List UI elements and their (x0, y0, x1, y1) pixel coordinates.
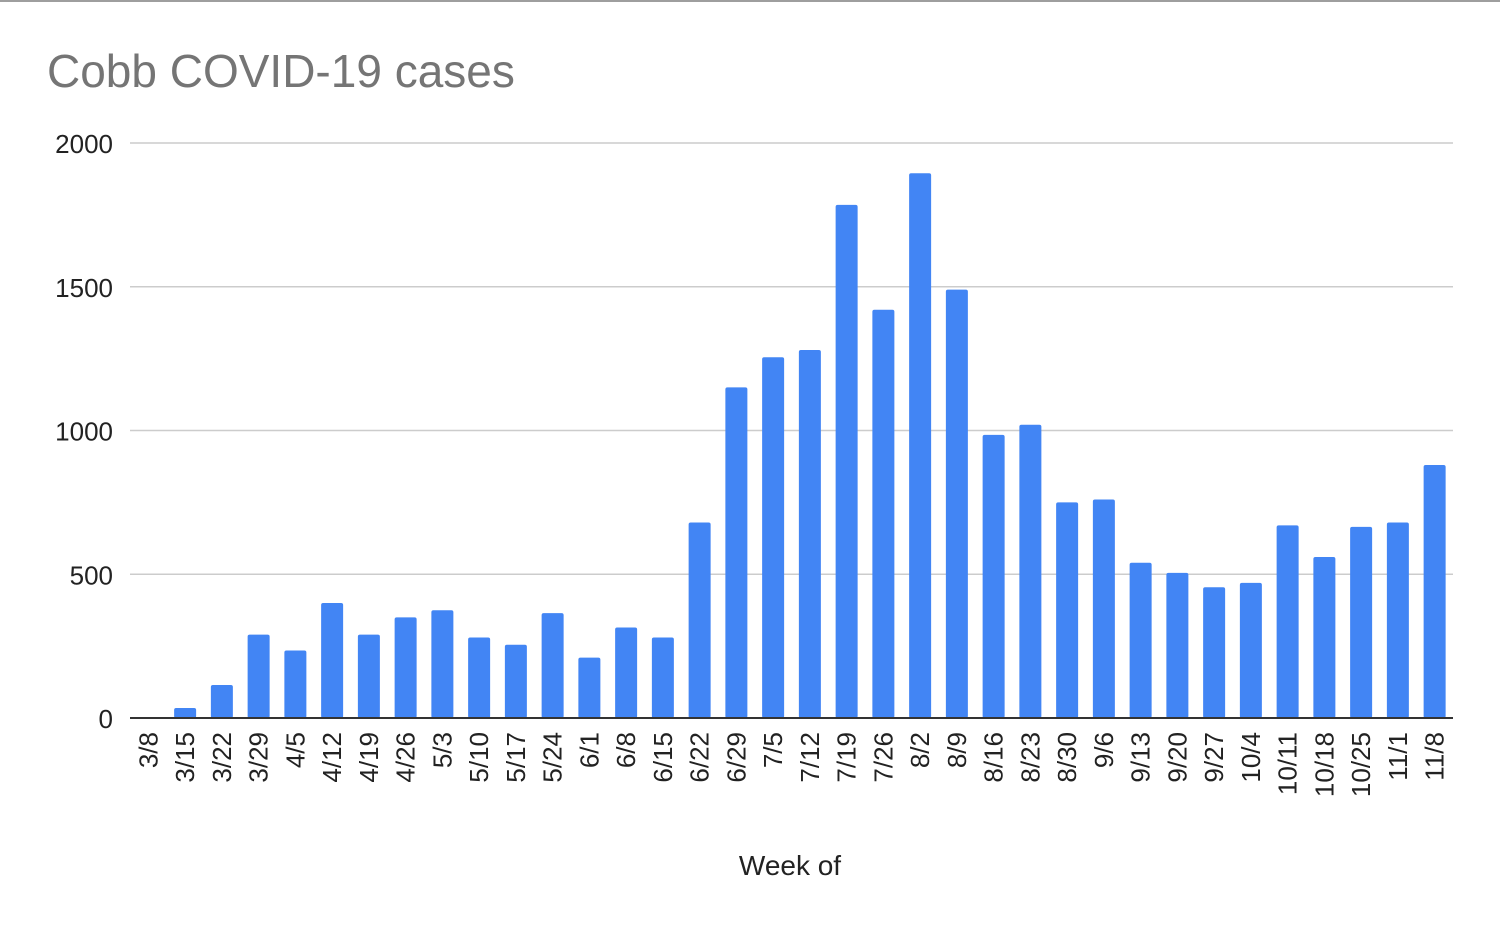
x-tick-label: 5/3 (427, 732, 457, 768)
x-tick-label: 6/15 (648, 732, 678, 783)
bar-8-30 (1056, 502, 1079, 718)
bar-9-27 (1203, 587, 1226, 718)
bar-6-15 (651, 637, 674, 718)
bar-4-26 (394, 617, 417, 718)
x-tick-label: 4/19 (354, 732, 384, 783)
x-tick-label: 6/8 (611, 732, 641, 768)
bar-4-19 (357, 634, 380, 718)
x-tick-label: 8/16 (979, 732, 1009, 783)
x-tick-label: 7/5 (758, 732, 788, 768)
bar-7-19 (835, 204, 858, 718)
bar-10-25 (1350, 526, 1373, 718)
chart-title: Cobb COVID-19 cases (47, 45, 515, 97)
x-axis-label: Week of (738, 850, 842, 881)
bar-9-6 (1092, 499, 1115, 718)
y-tick-label: 500 (70, 560, 113, 590)
bar-7-5 (762, 357, 785, 718)
bar-3-29 (247, 634, 270, 718)
x-tick-label: 10/25 (1346, 732, 1376, 797)
x-tick-label: 4/5 (280, 732, 310, 768)
bar-11-8 (1423, 465, 1446, 718)
x-tick-label: 6/1 (574, 732, 604, 768)
bar-9-13 (1129, 562, 1152, 718)
bar-5-3 (431, 610, 454, 718)
y-tick-label: 1500 (55, 273, 113, 303)
bar-6-8 (615, 627, 638, 718)
x-tick-label: 9/27 (1199, 732, 1229, 783)
bar-5-17 (504, 644, 527, 718)
x-tick-label: 4/26 (391, 732, 421, 783)
bar-10-18 (1313, 557, 1336, 718)
x-tick-label: 11/8 (1420, 732, 1450, 781)
x-tick-label: 5/10 (464, 732, 494, 783)
x-tick-label: 7/26 (868, 732, 898, 783)
bar-10-4 (1239, 582, 1262, 718)
x-tick-label: 11/1 (1383, 732, 1413, 781)
x-tick-label: 5/17 (501, 732, 531, 783)
bar-4-5 (284, 650, 307, 718)
bar-7-12 (798, 350, 821, 718)
bar-7-26 (872, 309, 895, 718)
x-tick-label: 9/13 (1126, 732, 1156, 783)
x-tick-label: 4/12 (317, 732, 347, 783)
y-tick-label: 1000 (55, 417, 113, 447)
bar-3-22 (210, 684, 233, 718)
bar-5-10 (468, 637, 491, 718)
bar-8-23 (1019, 424, 1042, 718)
bar-3-15 (174, 707, 197, 718)
top-border (0, 0, 1500, 2)
bar-8-2 (909, 173, 932, 718)
x-tick-label: 5/24 (538, 732, 568, 783)
y-tick-label: 0 (99, 704, 113, 734)
x-tick-label: 10/11 (1273, 732, 1303, 795)
x-tick-label: 3/15 (170, 732, 200, 783)
bar-10-11 (1276, 525, 1299, 718)
x-tick-label: 6/22 (685, 732, 715, 783)
bar-9-20 (1166, 572, 1189, 718)
bar-8-16 (982, 434, 1005, 718)
bar-11-1 (1386, 522, 1409, 718)
x-tick-label: 8/9 (942, 732, 972, 768)
x-tick-label: 9/20 (1162, 732, 1192, 783)
x-tick-label: 8/30 (1052, 732, 1082, 783)
x-tick-label: 10/18 (1309, 732, 1339, 797)
bar-4-12 (321, 603, 344, 718)
x-tick-label: 3/22 (207, 732, 237, 783)
x-tick-label: 7/19 (832, 732, 862, 783)
x-tick-label: 8/23 (1015, 732, 1045, 783)
x-tick-label: 10/4 (1236, 732, 1266, 783)
x-tick-label: 7/12 (795, 732, 825, 783)
bar-5-24 (541, 613, 564, 718)
bar-6-1 (578, 657, 601, 718)
x-tick-label: 3/8 (133, 732, 163, 768)
bar-8-9 (945, 289, 968, 718)
x-tick-label: 9/6 (1089, 732, 1119, 768)
x-tick-label: 8/2 (905, 732, 935, 768)
bar-6-29 (725, 387, 748, 718)
x-tick-label: 6/29 (721, 732, 751, 783)
y-tick-label: 2000 (55, 129, 113, 159)
x-tick-label: 3/29 (244, 732, 274, 783)
bar-6-22 (688, 522, 711, 718)
